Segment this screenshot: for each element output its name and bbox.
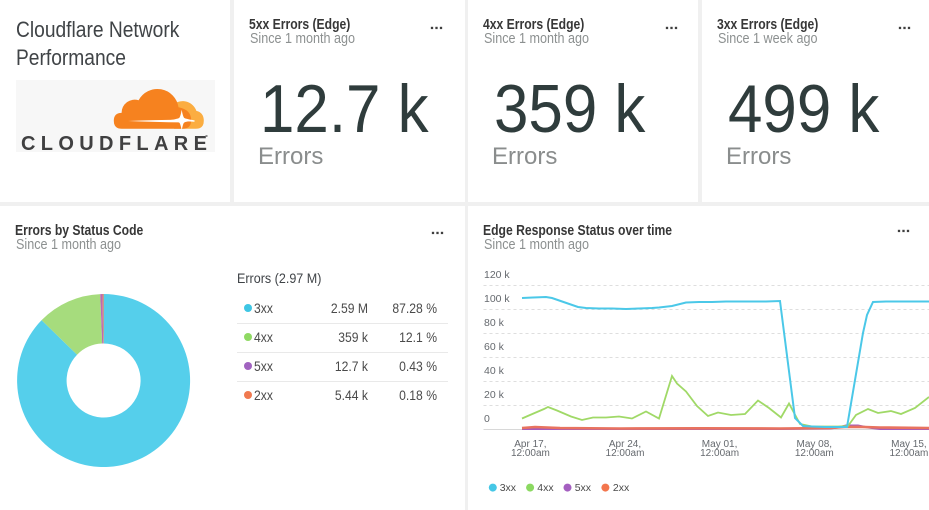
- svg-text:100 k: 100 k: [484, 293, 510, 305]
- svg-text:80 k: 80 k: [484, 317, 505, 329]
- svg-text:2xx: 2xx: [613, 482, 630, 494]
- svg-text:Apr 17,: Apr 17,: [514, 439, 546, 450]
- svg-text:May 01,: May 01,: [702, 439, 738, 450]
- svg-text:0: 0: [484, 413, 490, 425]
- svg-text:20 k: 20 k: [484, 389, 505, 401]
- svg-text:5xx: 5xx: [575, 482, 592, 494]
- svg-text:Apr 24,: Apr 24,: [609, 439, 641, 450]
- svg-text:120 k: 120 k: [484, 269, 510, 281]
- svg-text:12:00am: 12:00am: [606, 448, 645, 459]
- svg-text:12:00am: 12:00am: [511, 448, 550, 459]
- svg-text:May 15,: May 15,: [891, 439, 927, 450]
- svg-text:May 08,: May 08,: [797, 439, 833, 450]
- svg-text:40 k: 40 k: [484, 365, 505, 377]
- svg-text:12:00am: 12:00am: [700, 448, 739, 459]
- svg-text:CLOUDFLARE: CLOUDFLARE: [21, 133, 212, 152]
- svg-text:4xx: 4xx: [537, 482, 554, 494]
- svg-text:60 k: 60 k: [484, 341, 505, 353]
- svg-text:12:00am: 12:00am: [795, 448, 834, 459]
- svg-text:12:00am: 12:00am: [889, 448, 928, 459]
- svg-text:3xx: 3xx: [500, 482, 517, 494]
